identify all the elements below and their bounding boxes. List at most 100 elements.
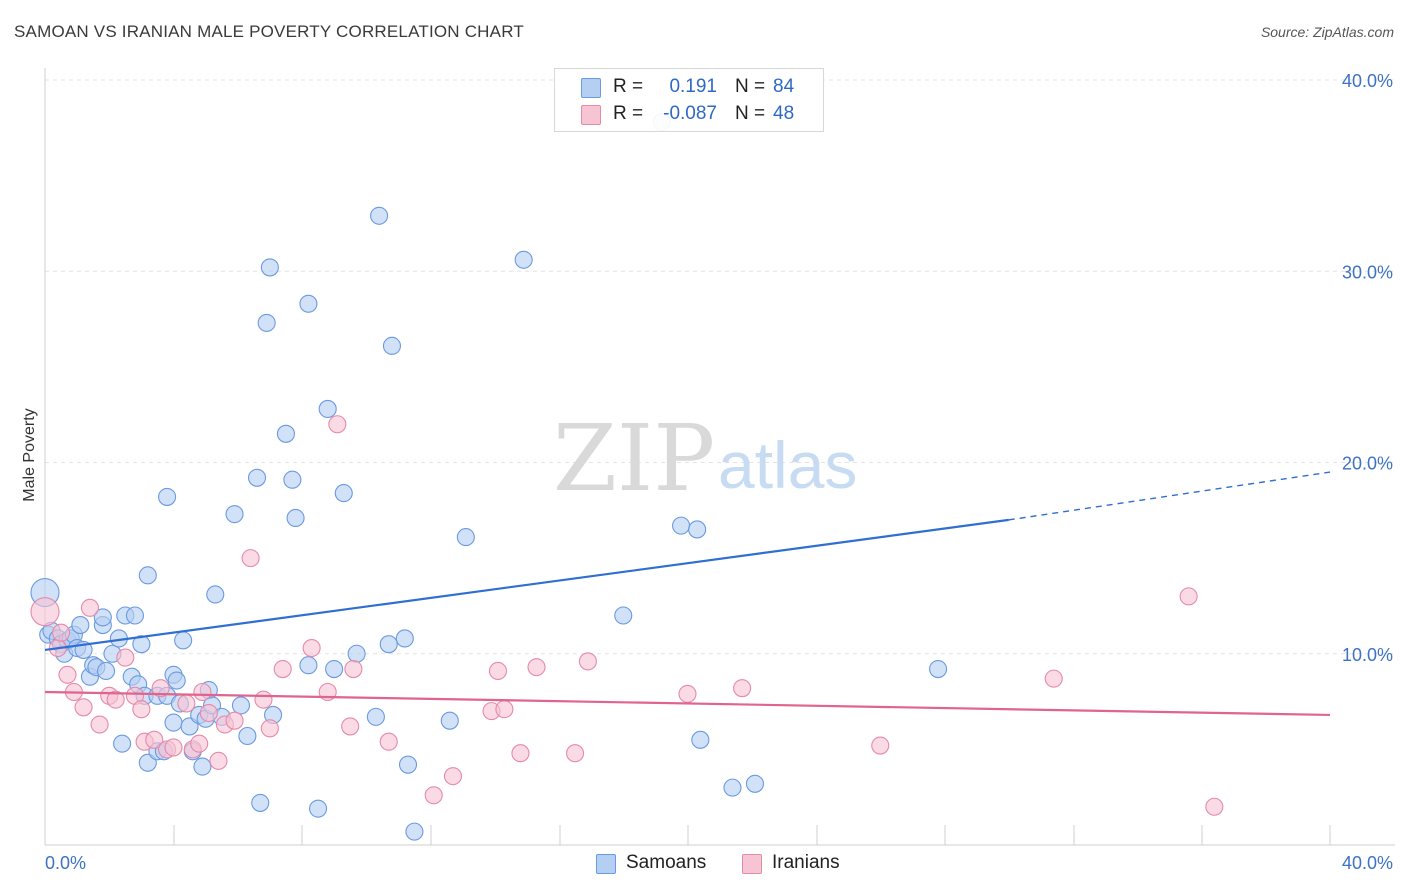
data-point xyxy=(325,659,344,679)
data-point xyxy=(174,631,193,650)
iranians-legend-label: Iranians xyxy=(772,852,840,873)
data-point xyxy=(370,206,389,225)
data-point xyxy=(379,635,398,654)
x-tick-label: 0.0% xyxy=(45,853,86,873)
data-point xyxy=(871,736,890,755)
data-point xyxy=(302,638,321,658)
data-point xyxy=(1179,587,1198,606)
data-point xyxy=(80,598,100,617)
data-point xyxy=(398,755,418,774)
x-tick-labels: 0.0% 40.0% xyxy=(45,853,1393,873)
data-point xyxy=(514,250,533,269)
trend-lines xyxy=(44,471,1331,717)
y-tick-label: 20.0% xyxy=(1342,454,1393,474)
data-point xyxy=(347,644,366,663)
data-point xyxy=(90,715,109,734)
data-point xyxy=(145,730,164,749)
data-point xyxy=(344,659,363,679)
iranians-points xyxy=(30,415,1224,816)
data-point xyxy=(151,679,170,698)
samoans-swatch xyxy=(581,78,601,98)
data-point xyxy=(309,799,328,818)
iranians-legend-swatch xyxy=(742,854,762,874)
samoans-n-label: N = xyxy=(735,76,766,97)
data-point xyxy=(257,313,276,332)
data-point xyxy=(158,487,177,506)
iranians-r-value: -0.087 xyxy=(663,103,717,124)
iranians-swatch xyxy=(581,105,601,125)
samoans-legend-label: Samoans xyxy=(626,852,707,873)
data-point xyxy=(672,516,691,535)
data-point xyxy=(58,665,77,684)
data-point xyxy=(678,684,697,703)
data-point xyxy=(225,505,244,524)
data-point xyxy=(199,703,218,723)
data-point xyxy=(138,566,157,585)
data-point xyxy=(395,629,414,648)
chart-title: SAMOAN VS IRANIAN MALE POVERTY CORRELATI… xyxy=(14,22,524,41)
samoans-legend-swatch xyxy=(596,854,616,874)
y-tick-label: 30.0% xyxy=(1342,262,1393,282)
grid-lines xyxy=(45,79,1395,655)
data-point xyxy=(283,470,302,489)
data-point xyxy=(691,730,710,749)
data-point xyxy=(424,786,443,805)
watermark-zip: ZIP xyxy=(553,405,715,512)
data-point xyxy=(578,652,597,671)
data-point xyxy=(206,585,225,604)
watermark: ZIP atlas xyxy=(553,405,857,512)
data-point xyxy=(614,606,633,625)
samoans-r-value: 0.191 xyxy=(669,76,717,97)
data-point xyxy=(299,294,318,313)
data-point xyxy=(209,751,228,770)
data-point xyxy=(177,694,196,713)
data-point xyxy=(688,520,707,539)
iranians-r-label: R = xyxy=(613,103,644,124)
data-point xyxy=(1044,669,1063,688)
data-point xyxy=(251,793,270,812)
data-point xyxy=(71,616,90,635)
data-point xyxy=(260,719,279,738)
data-point xyxy=(929,659,948,679)
data-point xyxy=(164,713,183,732)
data-point xyxy=(405,822,424,841)
axes xyxy=(44,68,1395,846)
samoans-trend-extension xyxy=(1008,471,1331,521)
data-point xyxy=(341,717,360,736)
data-point xyxy=(495,700,514,719)
data-point xyxy=(723,778,742,797)
data-point xyxy=(164,738,183,757)
legend-row-iranians: R = -0.087 N = 48 xyxy=(555,101,823,127)
data-point xyxy=(52,623,71,642)
data-point xyxy=(443,767,463,786)
data-point xyxy=(1205,797,1224,816)
data-point xyxy=(276,424,295,443)
iranians-n-label: N = xyxy=(735,103,766,124)
y-axis-label: Male Poverty xyxy=(21,408,38,501)
y-tick-labels: 10.0% 20.0% 30.0% 40.0% xyxy=(1342,71,1393,665)
data-point xyxy=(488,661,508,681)
data-point xyxy=(132,635,151,654)
data-point xyxy=(106,690,125,709)
data-point xyxy=(193,682,212,702)
data-point xyxy=(241,549,260,568)
samoans-r-label: R = xyxy=(613,76,644,97)
data-point xyxy=(30,597,60,627)
data-point xyxy=(456,528,475,547)
legend-row-samoans: R = 0.191 N = 84 xyxy=(555,74,823,100)
data-point xyxy=(334,484,353,503)
data-point xyxy=(190,734,209,753)
data-point xyxy=(318,399,337,419)
y-tick-label: 40.0% xyxy=(1342,71,1393,91)
correlation-legend: R = 0.191 N = 84 R = -0.087 N = 48 xyxy=(554,68,824,132)
iranians-trend-line xyxy=(44,690,1331,717)
data-point xyxy=(286,508,305,528)
data-point xyxy=(231,696,251,715)
data-point xyxy=(247,468,267,487)
data-point xyxy=(116,648,135,667)
data-point xyxy=(382,336,402,355)
data-point xyxy=(511,744,530,763)
data-point xyxy=(254,690,273,709)
data-point xyxy=(440,711,459,730)
